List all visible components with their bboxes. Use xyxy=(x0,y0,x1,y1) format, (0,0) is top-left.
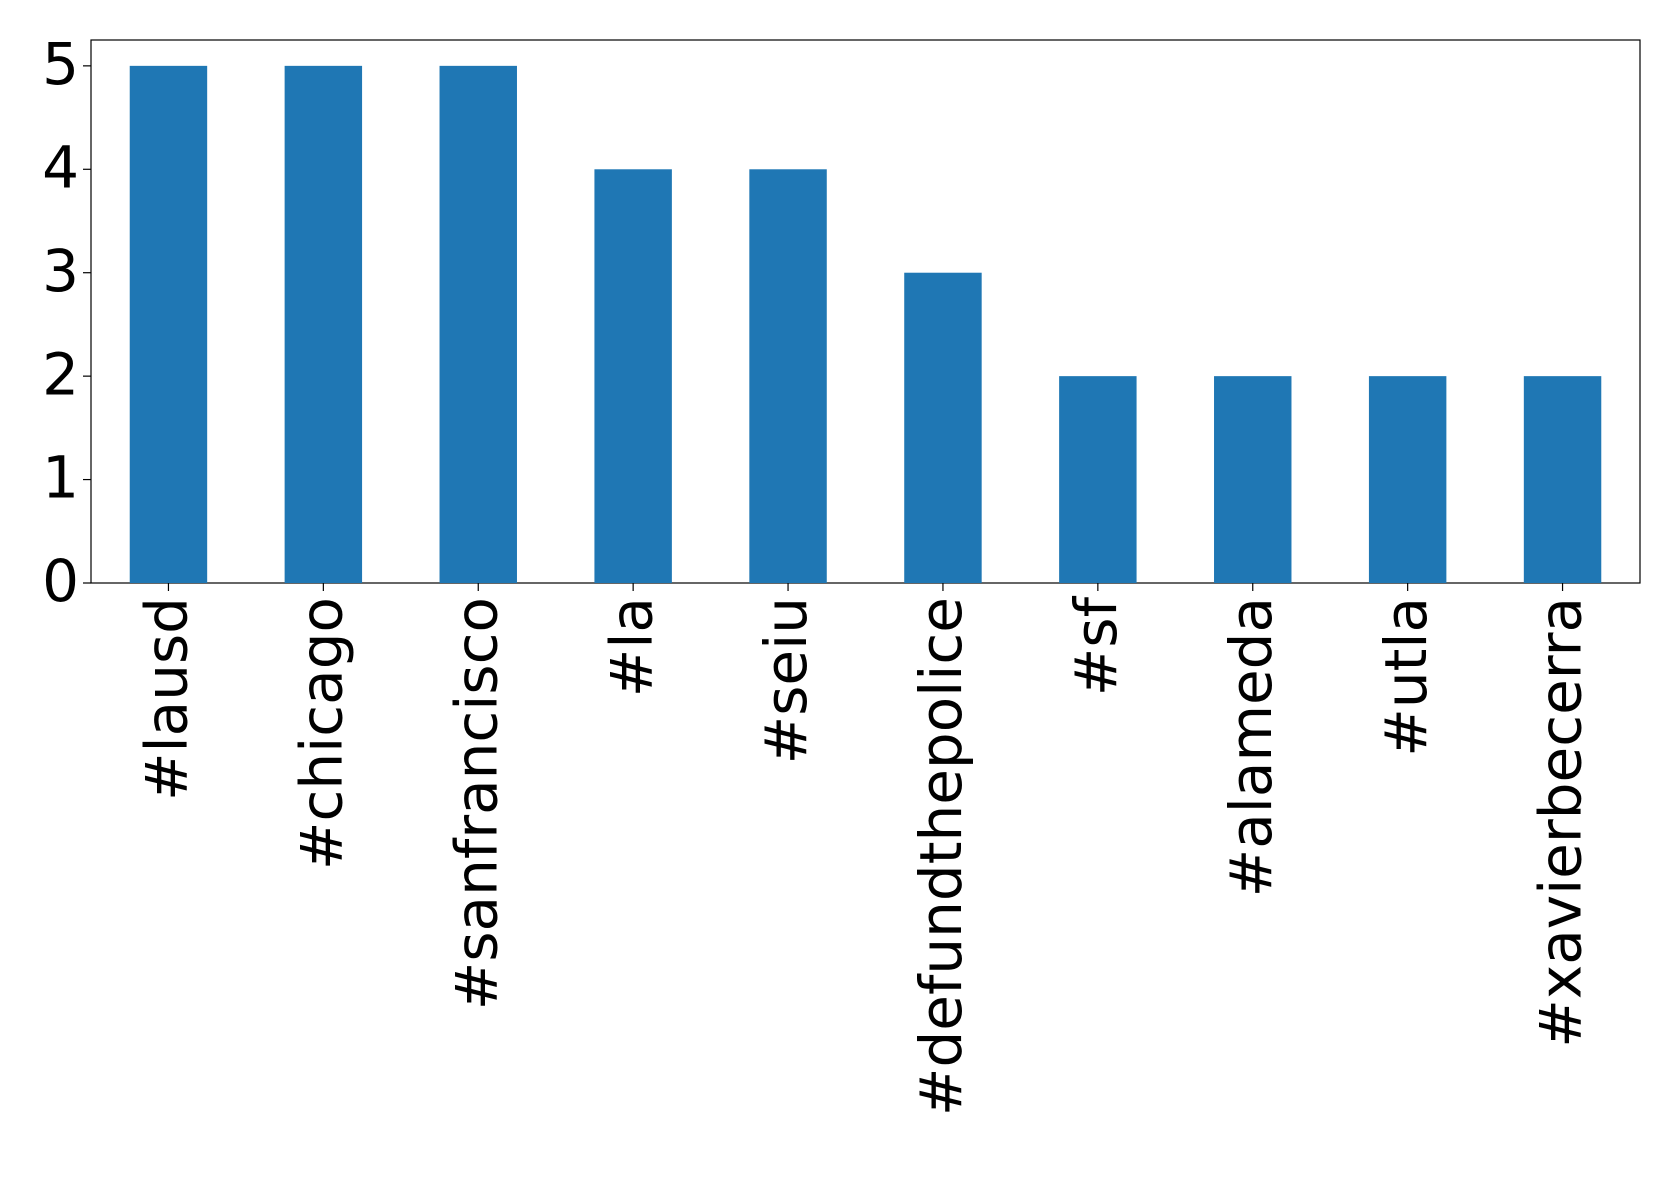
bar xyxy=(284,65,363,584)
bar xyxy=(129,65,208,584)
y-tick-label: 5 xyxy=(42,30,79,98)
y-tick-label: 3 xyxy=(42,237,79,305)
bar xyxy=(594,169,672,584)
bar xyxy=(1368,376,1447,583)
bar xyxy=(904,272,982,583)
bar xyxy=(749,169,827,584)
x-tick-label: #utla xyxy=(1372,597,1440,757)
x-tick-label: #defundthepolice xyxy=(907,597,975,1116)
bar xyxy=(1214,376,1292,583)
axes-frame xyxy=(90,39,1641,584)
y-tick-label: 4 xyxy=(42,133,79,201)
x-tick-label: #la xyxy=(597,597,665,697)
x-tick-label: #sf xyxy=(1062,595,1130,696)
x-tick-label: #chicago xyxy=(287,597,355,870)
y-tick-label: 0 xyxy=(42,547,79,615)
bar xyxy=(439,65,517,584)
bar xyxy=(1059,376,1137,583)
x-tick-label: #sanfrancisco xyxy=(442,597,510,1010)
x-tick-label: #xavierbecerra xyxy=(1527,597,1595,1048)
bar xyxy=(1523,376,1602,583)
x-tick-label: #lausd xyxy=(133,597,201,801)
y-tick-label: 2 xyxy=(42,340,79,408)
x-tick-label: #seiu xyxy=(752,597,820,764)
y-tick-label: 1 xyxy=(42,444,79,512)
x-tick-label: #alameda xyxy=(1217,597,1285,897)
